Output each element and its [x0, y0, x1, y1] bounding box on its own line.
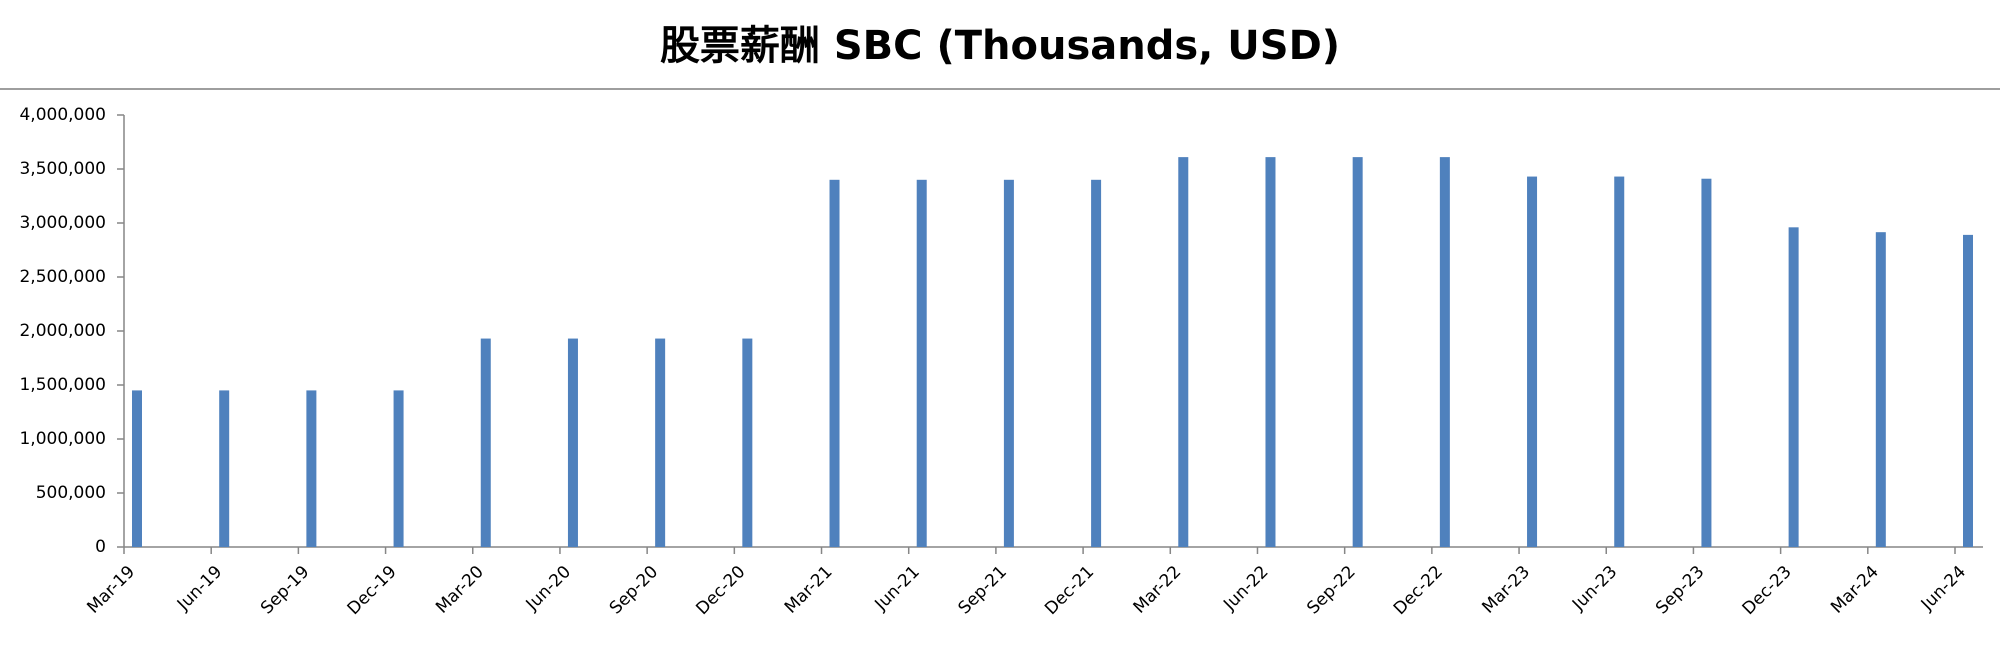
y-tick-label: 3,500,000: [19, 159, 106, 179]
bar: [655, 338, 666, 547]
bar: [1265, 157, 1276, 547]
bar: [567, 338, 578, 547]
y-tick-label: 2,000,000: [19, 321, 106, 341]
y-tick-label: 3,000,000: [19, 213, 106, 233]
bar: [1178, 157, 1189, 547]
bar: [393, 390, 404, 547]
x-tick-label: Jun-22: [1219, 562, 1272, 615]
x-tick-label: Jun-24: [1917, 562, 1970, 615]
bar: [1614, 176, 1625, 547]
bar: [132, 390, 142, 547]
x-tick-label: Dec-19: [344, 562, 401, 619]
bar: [1352, 157, 1363, 547]
x-tick-label: Sep-21: [955, 562, 1011, 618]
bar: [480, 338, 491, 547]
bar: [1527, 176, 1538, 547]
bar: [829, 179, 840, 548]
x-tick-label: Jun-23: [1568, 562, 1621, 615]
x-tick-label: Mar-22: [1130, 562, 1186, 618]
y-tick-label: 0: [95, 537, 106, 557]
x-tick-label: Dec-23: [1739, 562, 1796, 619]
x-tick-label: Sep-22: [1303, 562, 1359, 618]
x-tick-label: Mar-19: [83, 562, 139, 618]
bar: [306, 390, 317, 547]
x-tick-label: Mar-20: [432, 562, 488, 618]
x-tick-label: Mar-24: [1827, 562, 1883, 618]
x-tick-label: Mar-21: [781, 562, 837, 618]
chart-title: 股票薪酬 SBC (Thousands, USD): [660, 23, 1340, 69]
bar: [1701, 178, 1712, 547]
x-tick-label: Mar-23: [1478, 562, 1534, 618]
x-tick-label: Jun-21: [871, 562, 924, 615]
bar: [1439, 157, 1450, 547]
x-tick-label: Sep-19: [257, 562, 313, 618]
bar: [1963, 234, 1973, 547]
y-tick-label: 500,000: [36, 483, 106, 503]
x-tick-label: Sep-23: [1652, 562, 1708, 618]
y-tick-label: 1,000,000: [19, 429, 106, 449]
bar: [1875, 232, 1886, 547]
bar: [916, 179, 927, 548]
bar: [1788, 227, 1799, 547]
bar: [742, 338, 753, 547]
bar: [1091, 179, 1102, 548]
x-tick-label: Dec-20: [692, 562, 749, 619]
y-tick-label: 2,500,000: [19, 267, 106, 287]
x-tick-label: Dec-21: [1041, 562, 1098, 619]
x-tick-label: Dec-22: [1390, 562, 1447, 619]
bar: [219, 390, 230, 547]
y-tick-label: 1,500,000: [19, 375, 106, 395]
y-tick-label: 4,000,000: [19, 105, 106, 125]
x-tick-label: Jun-20: [522, 562, 575, 615]
x-tick-label: Sep-20: [606, 562, 662, 618]
x-tick-label: Jun-19: [173, 562, 226, 615]
bar: [1003, 179, 1014, 548]
